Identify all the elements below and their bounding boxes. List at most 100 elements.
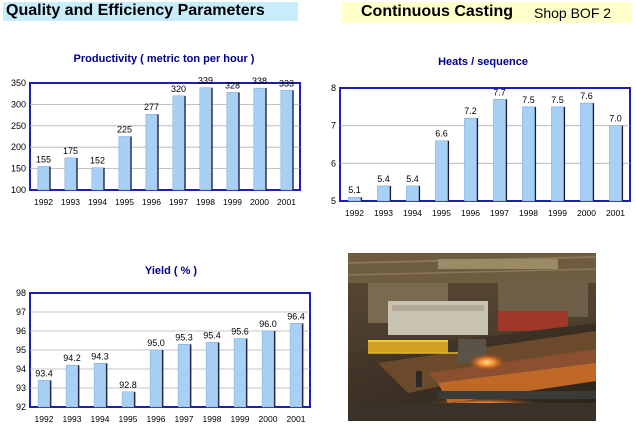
productivity-data-label: 152 [90, 156, 105, 166]
productivity-bar [64, 157, 77, 191]
productivity-chart-title: Productivity ( metric ton per hour ) [73, 53, 255, 65]
productivity-data-label: 333 [279, 78, 294, 88]
heats-bar [580, 102, 593, 202]
steel-plant-photo [348, 253, 596, 421]
yield-y-tick-label: 96 [16, 326, 26, 336]
yield-data-label: 96.4 [287, 311, 305, 321]
shop-subtitle: Shop BOF 2 [534, 5, 612, 21]
heats-data-label: 7.5 [522, 95, 535, 105]
productivity-bar [118, 136, 131, 191]
heats-x-tick-label: 1997 [490, 208, 509, 218]
yield-data-label: 96.0 [259, 319, 277, 329]
heats-bar [551, 106, 564, 202]
yield-bar [233, 338, 247, 408]
yield-data-label: 94.2 [63, 353, 81, 363]
productivity-y-tick-label: 300 [11, 99, 26, 109]
yield-x-tick-label: 1996 [147, 414, 166, 424]
productivity-x-tick-label: 1997 [169, 197, 188, 207]
yield-bar [93, 363, 107, 408]
heats-y-tick-label: 7 [331, 121, 336, 131]
heats-bar [493, 99, 506, 202]
productivity-y-tick-label: 200 [11, 142, 26, 152]
yield-x-tick-label: 1999 [231, 414, 250, 424]
header-left-banner: Quality and Efficiency Parameters [3, 2, 298, 21]
yield-data-label: 93.4 [35, 368, 53, 378]
heats-x-tick-label: 1994 [403, 208, 422, 218]
yield-x-tick-label: 2000 [259, 414, 278, 424]
yield-y-tick-label: 94 [16, 364, 26, 374]
productivity-bar [253, 87, 266, 191]
productivity-x-tick-label: 2001 [277, 197, 296, 207]
yield-x-tick-label: 1995 [119, 414, 138, 424]
heats-x-tick-label: 2001 [606, 208, 625, 218]
yield-x-tick-label: 1992 [35, 414, 54, 424]
productivity-x-tick-label: 1999 [223, 197, 242, 207]
productivity-data-label: 225 [117, 125, 132, 135]
productivity-x-tick-label: 1994 [88, 197, 107, 207]
yield-bar [37, 380, 51, 408]
heats-data-label: 5.4 [406, 174, 419, 184]
heats-x-tick-label: 1995 [432, 208, 451, 218]
productivity-data-label: 328 [225, 80, 240, 90]
productivity-y-tick-label: 350 [11, 78, 26, 88]
yield-y-tick-label: 97 [16, 307, 26, 317]
heats-x-tick-label: 1992 [345, 208, 364, 218]
yield-y-tick-label: 93 [16, 383, 26, 393]
yield-bar [149, 349, 163, 408]
heats-data-label: 6.6 [435, 129, 448, 139]
productivity-x-tick-label: 1992 [34, 197, 53, 207]
yield-y-tick-label: 92 [16, 402, 26, 412]
heats-x-tick-label: 1998 [519, 208, 538, 218]
productivity-bar [145, 113, 158, 191]
yield-x-tick-label: 2001 [287, 414, 306, 424]
productivity-y-tick-label: 150 [11, 164, 26, 174]
productivity-data-label: 320 [171, 84, 186, 94]
shop-title: Continuous Casting [361, 3, 513, 20]
productivity-x-tick-label: 1993 [61, 197, 80, 207]
heats-data-label: 5.1 [348, 185, 361, 195]
heats-data-label: 7.7 [493, 87, 506, 97]
productivity-data-label: 155 [36, 154, 51, 164]
heats-bar [406, 185, 419, 202]
page-title: Quality and Efficiency Parameters [6, 2, 265, 19]
productivity-x-tick-label: 1995 [115, 197, 134, 207]
heats-data-label: 7.0 [609, 114, 622, 124]
header-right-banner: Continuous Casting Shop BOF 2 [342, 2, 632, 23]
yield-x-tick-label: 1993 [63, 414, 82, 424]
heats-y-tick-label: 6 [331, 158, 336, 168]
yield-data-label: 95.3 [175, 332, 193, 342]
yield-y-tick-label: 95 [16, 345, 26, 355]
heats-data-label: 7.5 [551, 95, 564, 105]
productivity-y-tick-label: 250 [11, 121, 26, 131]
heats-data-label: 7.6 [580, 91, 593, 101]
heats-x-tick-label: 1996 [461, 208, 480, 218]
heats-data-label: 5.4 [377, 174, 390, 184]
productivity-data-label: 175 [63, 146, 78, 156]
yield-bar [261, 330, 275, 408]
yield-x-tick-label: 1994 [91, 414, 110, 424]
productivity-data-label: 338 [252, 76, 267, 86]
heats-x-tick-label: 1999 [548, 208, 567, 218]
heats-x-tick-label: 2000 [577, 208, 596, 218]
yield-data-label: 94.3 [91, 351, 109, 361]
productivity-data-label: 339 [198, 76, 213, 86]
yield-data-label: 92.8 [119, 380, 137, 390]
heats-bar [348, 196, 361, 202]
yield-x-tick-label: 1998 [203, 414, 222, 424]
heats-y-tick-label: 8 [331, 83, 336, 93]
yield-bar [289, 323, 303, 408]
steel-plant-image [348, 253, 596, 421]
heats-x-tick-label: 1993 [374, 208, 393, 218]
yield-data-label: 95.6 [231, 327, 249, 337]
yield-bar [205, 342, 219, 408]
productivity-bar [91, 167, 104, 191]
yield-bar [121, 391, 135, 408]
yield-y-tick-label: 98 [16, 288, 26, 298]
productivity-bar [199, 87, 212, 191]
yield-data-label: 95.4 [203, 330, 221, 340]
heats-y-tick-label: 5 [331, 196, 336, 206]
yield-x-tick-label: 1997 [175, 414, 194, 424]
productivity-bar [280, 90, 293, 191]
productivity-bar [37, 166, 50, 191]
